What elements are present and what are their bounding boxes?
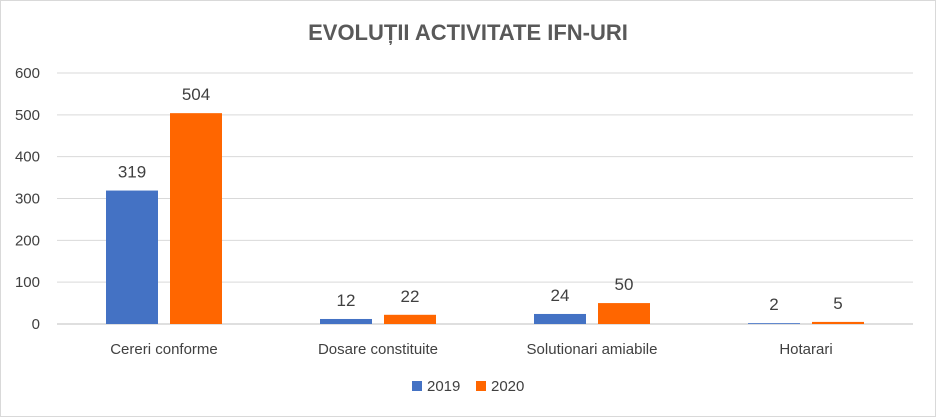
data-label: 2 [769,295,778,314]
bar-2020-2 [598,303,650,324]
bar-2020-3 [812,321,864,324]
y-tick-label: 500 [15,107,40,124]
bar-2020-0 [170,113,222,324]
legend-label: 2019 [427,378,460,395]
y-tick-label: 300 [15,191,40,208]
data-label: 12 [337,291,356,310]
bar-2019-3 [748,323,800,324]
legend-swatch-2019 [412,381,422,391]
y-tick-label: 200 [15,232,40,249]
chart-title: EVOLUȚII ACTIVITATE IFN-URI [308,20,628,45]
bar-2019-0 [106,190,158,324]
bar-2019-2 [534,313,586,324]
data-label: 24 [551,286,570,305]
legend-label: 2020 [491,378,524,395]
legend-swatch-2020 [476,381,486,391]
data-labels: 319 504 12 22 24 50 2 5 [118,85,843,314]
legend: 2019 2020 [412,378,524,395]
category-label: Solutionari amiabile [527,341,658,358]
data-label: 5 [833,294,842,313]
bars [106,113,864,324]
data-label: 319 [118,163,146,182]
y-tick-label: 100 [15,274,40,291]
category-label: Cereri conforme [110,341,218,358]
category-label: Dosare constituite [318,341,438,358]
y-tick-label: 400 [15,149,40,166]
data-label: 22 [401,287,420,306]
y-tick-label: 600 [15,65,40,82]
data-label: 504 [182,85,210,104]
y-axis-ticks: 0 100 200 300 400 500 600 [15,65,40,333]
data-label: 50 [615,275,634,294]
y-tick-label: 0 [32,316,40,333]
bar-2019-1 [320,318,372,324]
x-axis-categories: Cereri conforme Dosare constituite Solutio… [110,341,832,358]
bar-2020-1 [384,314,436,324]
category-label: Hotarari [779,341,832,358]
